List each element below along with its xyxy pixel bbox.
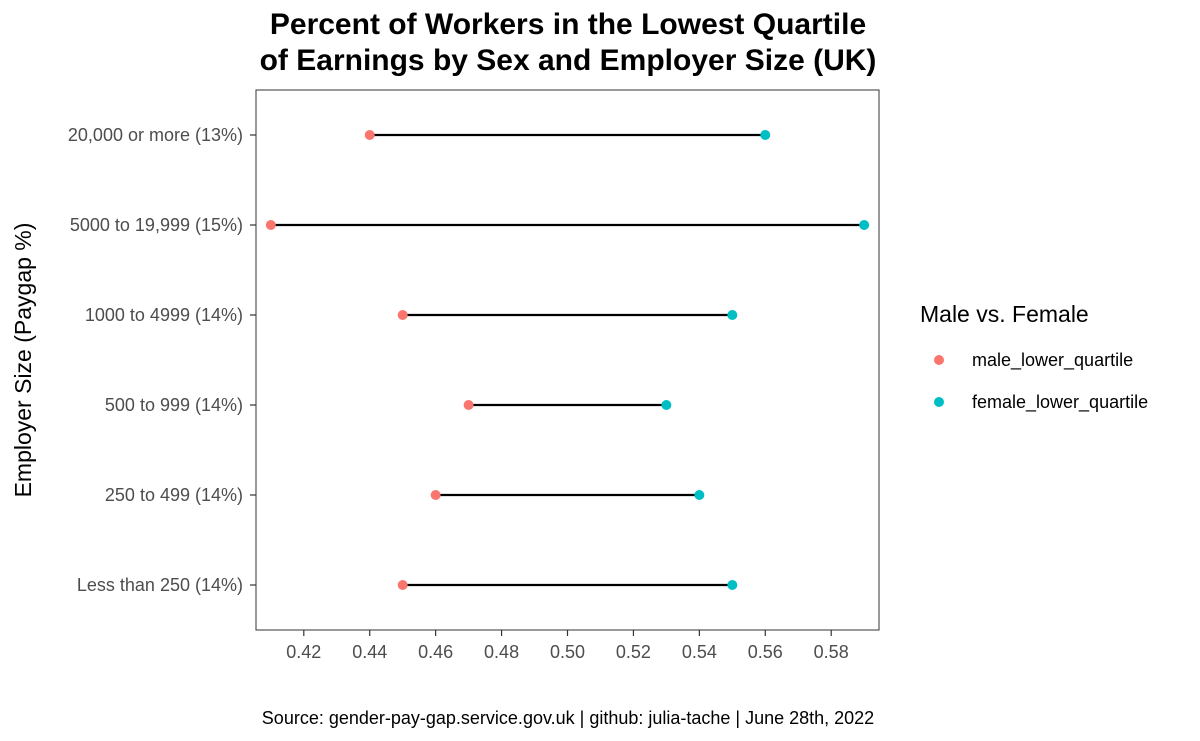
legend-title: Male vs. Female — [920, 301, 1089, 327]
source-caption: Source: gender-pay-gap.service.gov.uk | … — [262, 708, 874, 728]
female-point — [760, 130, 771, 140]
plot-panel — [255, 89, 880, 631]
y-tick-label: 500 to 999 (14%) — [105, 395, 243, 415]
legend-label: female_lower_quartile — [972, 392, 1148, 413]
x-tick-label: 0.50 — [550, 642, 585, 662]
x-tick-label: 0.56 — [748, 642, 783, 662]
female-point — [661, 400, 672, 410]
x-tick-label: 0.52 — [616, 642, 651, 662]
male-point — [397, 580, 408, 590]
dumbbell-segments — [270, 133, 865, 587]
legend: Male vs. Female male_lower_quartilefemal… — [920, 301, 1148, 413]
legend-swatch — [934, 355, 944, 365]
x-tick-label: 0.54 — [682, 642, 717, 662]
y-axis: 20,000 or more (13%) 5000 to 19,999 (15%)… — [68, 125, 256, 595]
chart-title-line-1: Percent of Workers in the Lowest Quartil… — [270, 8, 866, 41]
y-tick-label: 1000 to 4999 (14%) — [85, 305, 243, 325]
x-tick-label: 0.42 — [286, 642, 321, 662]
data-points — [265, 130, 870, 590]
x-axis: 0.42 0.44 0.46 0.48 0.50 0.52 0.54 0.56 0.58 — [286, 630, 849, 662]
legend-label: male_lower_quartile — [972, 350, 1133, 371]
y-tick-label: 250 to 499 (14%) — [105, 485, 243, 505]
legend-items: male_lower_quartile female_lower_quartile — [934, 350, 1148, 413]
female-point — [727, 310, 738, 320]
y-tick-label: Less than 250 (14%) — [77, 575, 243, 595]
x-tick-label: 0.44 — [352, 642, 387, 662]
male-point — [265, 220, 276, 230]
x-tick-label: 0.48 — [484, 642, 519, 662]
male-point — [463, 400, 474, 410]
y-tick-label: 5000 to 19,999 (15%) — [70, 215, 243, 235]
female-point — [694, 490, 705, 500]
legend-swatch — [934, 397, 944, 407]
female-point — [859, 220, 870, 230]
chart-title-line-2: of Earnings by Sex and Employer Size (UK… — [260, 44, 877, 77]
female-point — [727, 580, 738, 590]
x-tick-label: 0.46 — [418, 642, 453, 662]
y-tick-label: 20,000 or more (13%) — [68, 125, 243, 145]
male-point — [364, 130, 375, 140]
x-tick-label: 0.58 — [814, 642, 849, 662]
male-point — [430, 490, 441, 500]
male-point — [397, 310, 408, 320]
y-axis-title: Employer Size (Paygap %) — [10, 223, 36, 498]
